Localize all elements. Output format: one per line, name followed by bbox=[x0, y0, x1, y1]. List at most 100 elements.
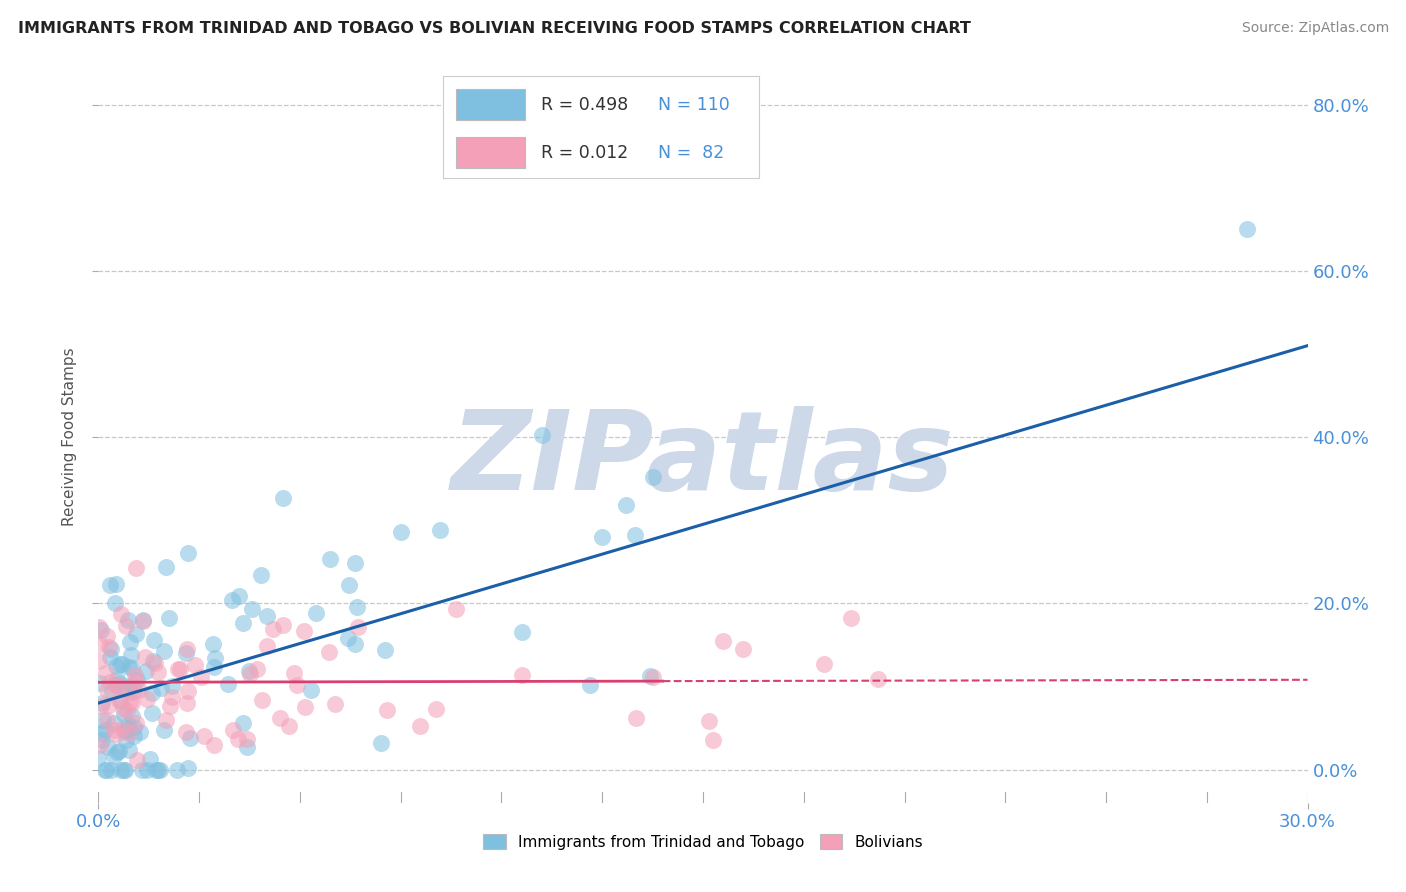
Text: Source: ZipAtlas.com: Source: ZipAtlas.com bbox=[1241, 21, 1389, 35]
Point bbox=[614, 498, 637, 512]
Point bbox=[292, 624, 315, 638]
Point bbox=[294, 699, 316, 714]
Point bbox=[143, 656, 166, 670]
Point bbox=[641, 669, 664, 683]
Point bbox=[94, 763, 117, 777]
Point bbox=[90, 698, 112, 713]
Point bbox=[176, 761, 198, 775]
Point bbox=[89, 739, 111, 753]
Point bbox=[124, 673, 146, 688]
Point bbox=[236, 740, 259, 755]
Point bbox=[110, 763, 132, 777]
Text: N =  82: N = 82 bbox=[658, 144, 724, 161]
Point bbox=[157, 611, 180, 625]
Point bbox=[98, 578, 121, 592]
Point bbox=[149, 681, 172, 696]
Point bbox=[94, 723, 117, 737]
Point bbox=[122, 720, 145, 734]
Point bbox=[155, 560, 177, 574]
Point bbox=[91, 696, 114, 710]
Point bbox=[510, 624, 533, 639]
Point bbox=[389, 525, 412, 540]
Point bbox=[409, 719, 432, 733]
Point bbox=[238, 665, 260, 679]
Point bbox=[141, 706, 163, 721]
Point bbox=[184, 658, 207, 673]
Point bbox=[166, 763, 188, 777]
Point bbox=[346, 620, 368, 634]
Point bbox=[105, 576, 128, 591]
Point bbox=[118, 695, 141, 709]
Point bbox=[124, 684, 146, 698]
Point bbox=[232, 715, 254, 730]
Point bbox=[148, 763, 170, 777]
Point bbox=[114, 763, 136, 777]
Point bbox=[221, 723, 243, 737]
Point bbox=[429, 523, 451, 537]
Point bbox=[121, 697, 143, 711]
Point bbox=[89, 637, 111, 651]
Point bbox=[190, 670, 212, 684]
Point bbox=[134, 649, 156, 664]
Point bbox=[159, 699, 181, 714]
Point bbox=[96, 629, 118, 643]
Point bbox=[121, 661, 143, 675]
Point bbox=[344, 556, 367, 570]
Point bbox=[115, 705, 138, 719]
Point bbox=[125, 673, 148, 687]
Point bbox=[115, 732, 138, 747]
Point bbox=[638, 669, 661, 683]
Point bbox=[236, 731, 259, 746]
Point bbox=[711, 633, 734, 648]
Point bbox=[425, 702, 447, 716]
Point bbox=[136, 692, 159, 706]
Point bbox=[110, 607, 132, 621]
Point bbox=[107, 744, 129, 758]
Point bbox=[318, 645, 340, 659]
Point bbox=[94, 763, 117, 777]
Point bbox=[125, 627, 148, 641]
Point bbox=[239, 666, 262, 681]
Point bbox=[122, 729, 145, 743]
Point bbox=[96, 682, 118, 697]
Point bbox=[866, 673, 889, 687]
FancyBboxPatch shape bbox=[456, 89, 526, 120]
Point bbox=[177, 684, 200, 698]
Point bbox=[108, 692, 131, 706]
Point bbox=[89, 655, 111, 669]
Point bbox=[145, 763, 167, 777]
Point bbox=[98, 698, 121, 712]
Point bbox=[135, 664, 157, 678]
Point bbox=[446, 602, 468, 616]
Point bbox=[250, 693, 273, 707]
Point bbox=[285, 678, 308, 692]
Point bbox=[103, 723, 125, 737]
Point bbox=[98, 650, 121, 665]
Point bbox=[90, 623, 112, 637]
Point bbox=[128, 725, 150, 739]
Point bbox=[271, 618, 294, 632]
Point bbox=[155, 713, 177, 727]
Point bbox=[176, 697, 198, 711]
Point bbox=[103, 715, 125, 730]
Point bbox=[160, 680, 183, 694]
Point bbox=[160, 690, 183, 704]
FancyBboxPatch shape bbox=[456, 137, 526, 168]
Point bbox=[117, 681, 139, 696]
Point bbox=[271, 491, 294, 506]
Point bbox=[112, 701, 135, 715]
Text: IMMIGRANTS FROM TRINIDAD AND TOBAGO VS BOLIVIAN RECEIVING FOOD STAMPS CORRELATIO: IMMIGRANTS FROM TRINIDAD AND TOBAGO VS B… bbox=[18, 21, 972, 36]
Point bbox=[96, 713, 118, 727]
Point bbox=[121, 709, 143, 723]
Point bbox=[152, 644, 174, 658]
Point bbox=[176, 646, 198, 660]
Point bbox=[530, 427, 553, 442]
Point bbox=[201, 637, 224, 651]
Point bbox=[167, 662, 190, 676]
Point bbox=[174, 725, 197, 739]
Point bbox=[283, 665, 305, 680]
Point bbox=[256, 609, 278, 624]
Point bbox=[256, 639, 278, 653]
Legend: Immigrants from Trinidad and Tobago, Bolivians: Immigrants from Trinidad and Tobago, Bol… bbox=[475, 826, 931, 857]
Point bbox=[370, 736, 392, 750]
